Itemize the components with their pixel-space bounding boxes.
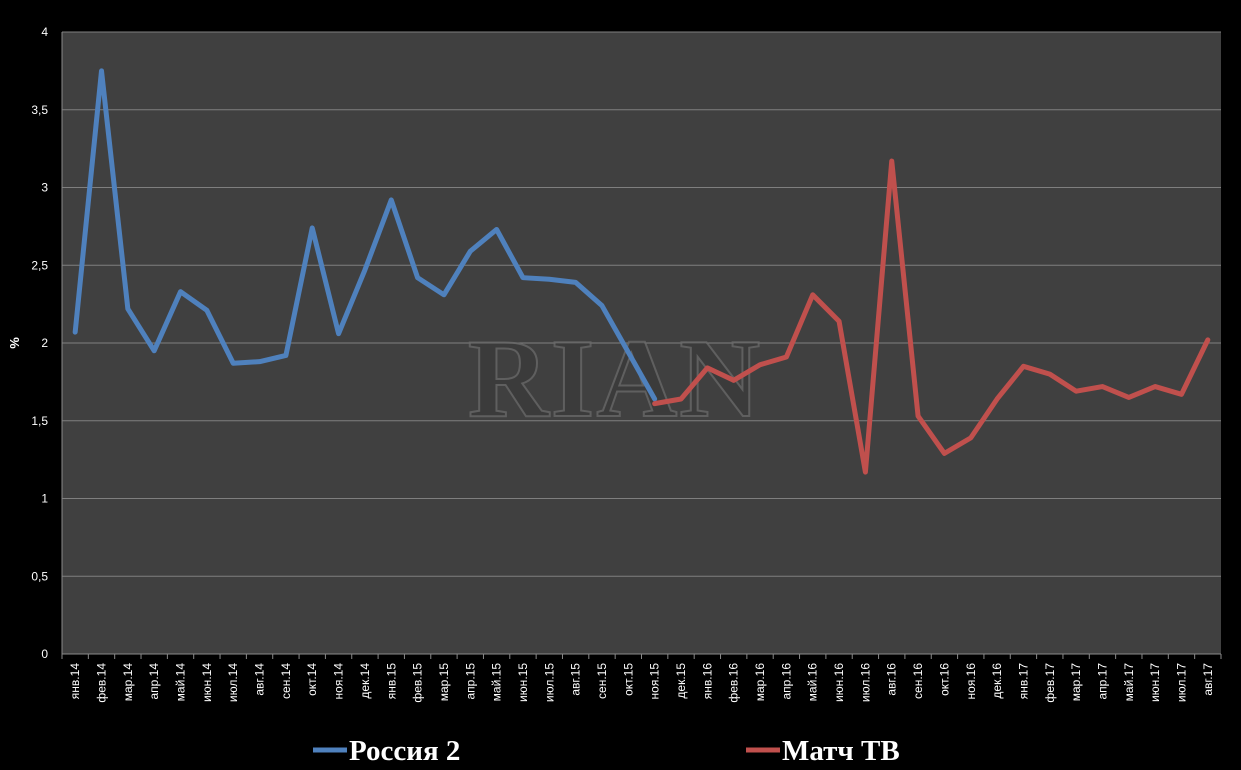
- y-tick-label: 1,5: [31, 414, 48, 428]
- x-tick-label: фев.14: [95, 663, 109, 703]
- x-tick-label: авг.16: [885, 663, 899, 696]
- x-tick-label: июн.17: [1148, 663, 1162, 702]
- x-tick-label: сен.14: [279, 663, 293, 699]
- x-tick-label: окт.15: [621, 663, 635, 696]
- x-tick-label: июл.17: [1174, 663, 1188, 702]
- x-tick-label: окт.16: [937, 663, 951, 696]
- x-tick-label: дек.14: [358, 663, 372, 699]
- y-tick-label: 1: [41, 492, 48, 506]
- x-tick-label: фев.17: [1043, 663, 1057, 703]
- x-tick-label: мар.17: [1069, 663, 1083, 702]
- x-tick-label: май.14: [174, 663, 188, 702]
- x-axis-ticks: янв.14 фев.14 мар.14 апр.14 май.14 июн.14 июл.…: [61, 654, 1222, 703]
- gridlines: [62, 31, 1221, 577]
- x-tick-label: сен.16: [911, 663, 925, 699]
- series-layer: [72, 68, 1211, 475]
- y-axis-ticks: 0 0,5 1 1,5 2 2,5 3 3,5 4: [31, 25, 48, 661]
- series-line-rossiya2: [72, 68, 658, 402]
- x-tick-label: мар.15: [437, 663, 451, 702]
- x-tick-label: окт.14: [305, 663, 319, 696]
- y-tick-label: 3,5: [31, 103, 48, 117]
- x-tick-label: янв.14: [68, 663, 82, 700]
- series-line-match-tv: [652, 158, 1211, 475]
- x-tick-label: янв.15: [384, 663, 398, 700]
- x-tick-label: ноя.16: [964, 663, 978, 700]
- x-tick-label: авг.15: [569, 663, 583, 696]
- x-tick-label: фев.16: [727, 663, 741, 703]
- x-tick-label: май.15: [490, 663, 504, 702]
- legend-item-match-tv: Матч ТВ: [746, 735, 900, 767]
- x-tick-label: дек.15: [674, 663, 688, 699]
- x-tick-label: май.16: [806, 663, 820, 702]
- y-tick-label: 0,5: [31, 569, 48, 583]
- legend-label-rossiya2: Россия 2: [349, 735, 460, 767]
- y-tick-label: 2: [41, 336, 48, 350]
- x-tick-label: дек.16: [990, 663, 1004, 699]
- x-tick-label: сен.15: [595, 663, 609, 699]
- legend: Россия 2 Матч ТВ: [313, 735, 900, 767]
- y-tick-label: 3: [41, 181, 48, 195]
- x-tick-label: июл.16: [858, 663, 872, 702]
- x-tick-label: ноя.14: [332, 663, 346, 700]
- y-axis-title: %: [7, 337, 22, 349]
- y-tick-label: 4: [41, 25, 48, 39]
- x-tick-label: апр.14: [147, 663, 161, 700]
- x-tick-label: апр.15: [463, 663, 477, 700]
- x-tick-label: июн.16: [832, 663, 846, 702]
- x-tick-label: июл.14: [226, 663, 240, 702]
- x-tick-label: фев.15: [411, 663, 425, 703]
- x-tick-label: апр.16: [779, 663, 793, 700]
- x-tick-label: мар.16: [753, 663, 767, 702]
- legend-item-rossiya2: Россия 2: [313, 735, 460, 767]
- x-tick-label: авг.17: [1201, 663, 1215, 696]
- x-tick-label: ноя.15: [648, 663, 662, 700]
- x-tick-label: авг.14: [253, 663, 267, 696]
- legend-label-match-tv: Матч ТВ: [782, 735, 900, 767]
- x-tick-label: май.17: [1122, 663, 1136, 702]
- y-tick-label: 2,5: [31, 258, 48, 272]
- x-tick-label: июн.14: [200, 663, 214, 702]
- x-tick-label: июл.15: [542, 663, 556, 702]
- x-tick-label: июн.15: [516, 663, 530, 702]
- x-tick-label: апр.17: [1095, 663, 1109, 700]
- rian-watermark: RIAN: [468, 317, 762, 441]
- y-tick-label: 0: [41, 647, 48, 661]
- x-tick-label: янв.17: [1016, 663, 1030, 700]
- x-tick-label: янв.16: [700, 663, 714, 700]
- x-tick-label: мар.14: [121, 663, 135, 702]
